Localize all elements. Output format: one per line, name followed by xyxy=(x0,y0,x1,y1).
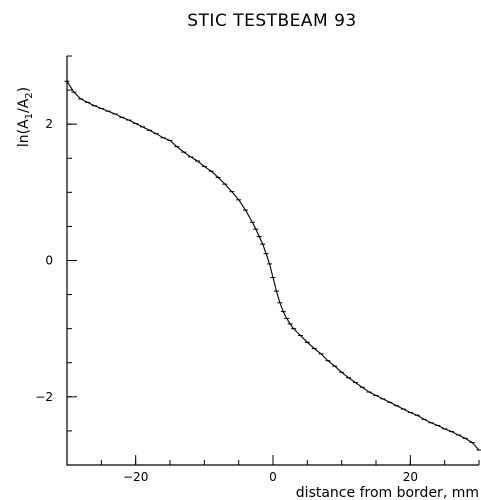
plot-area: −20 0 20−202 xyxy=(35,55,481,484)
y-tick-label: 0 xyxy=(45,254,53,268)
y-axis-label-sub1: 1 xyxy=(24,113,35,119)
axes-frame xyxy=(66,56,479,466)
x-tick-label: 20 xyxy=(403,470,418,484)
y-axis-label-part3: ) xyxy=(16,87,32,92)
x-axis-label: distance from border, mm xyxy=(296,485,479,500)
y-axis-label-part2: /A xyxy=(16,98,32,113)
y-tick-label: 2 xyxy=(45,117,53,131)
y-axis-label-sub2: 2 xyxy=(24,92,35,98)
y-tick-label: −2 xyxy=(35,390,53,404)
x-tick-label: −20 xyxy=(123,470,148,484)
y-axis-label-part1: ln(A xyxy=(16,119,32,147)
chart-title: STIC TESTBEAM 93 xyxy=(187,11,357,31)
x-tick-label: 0 xyxy=(269,470,277,484)
y-axis-label: ln(A1/A2) xyxy=(16,87,35,147)
series-line xyxy=(66,80,480,451)
